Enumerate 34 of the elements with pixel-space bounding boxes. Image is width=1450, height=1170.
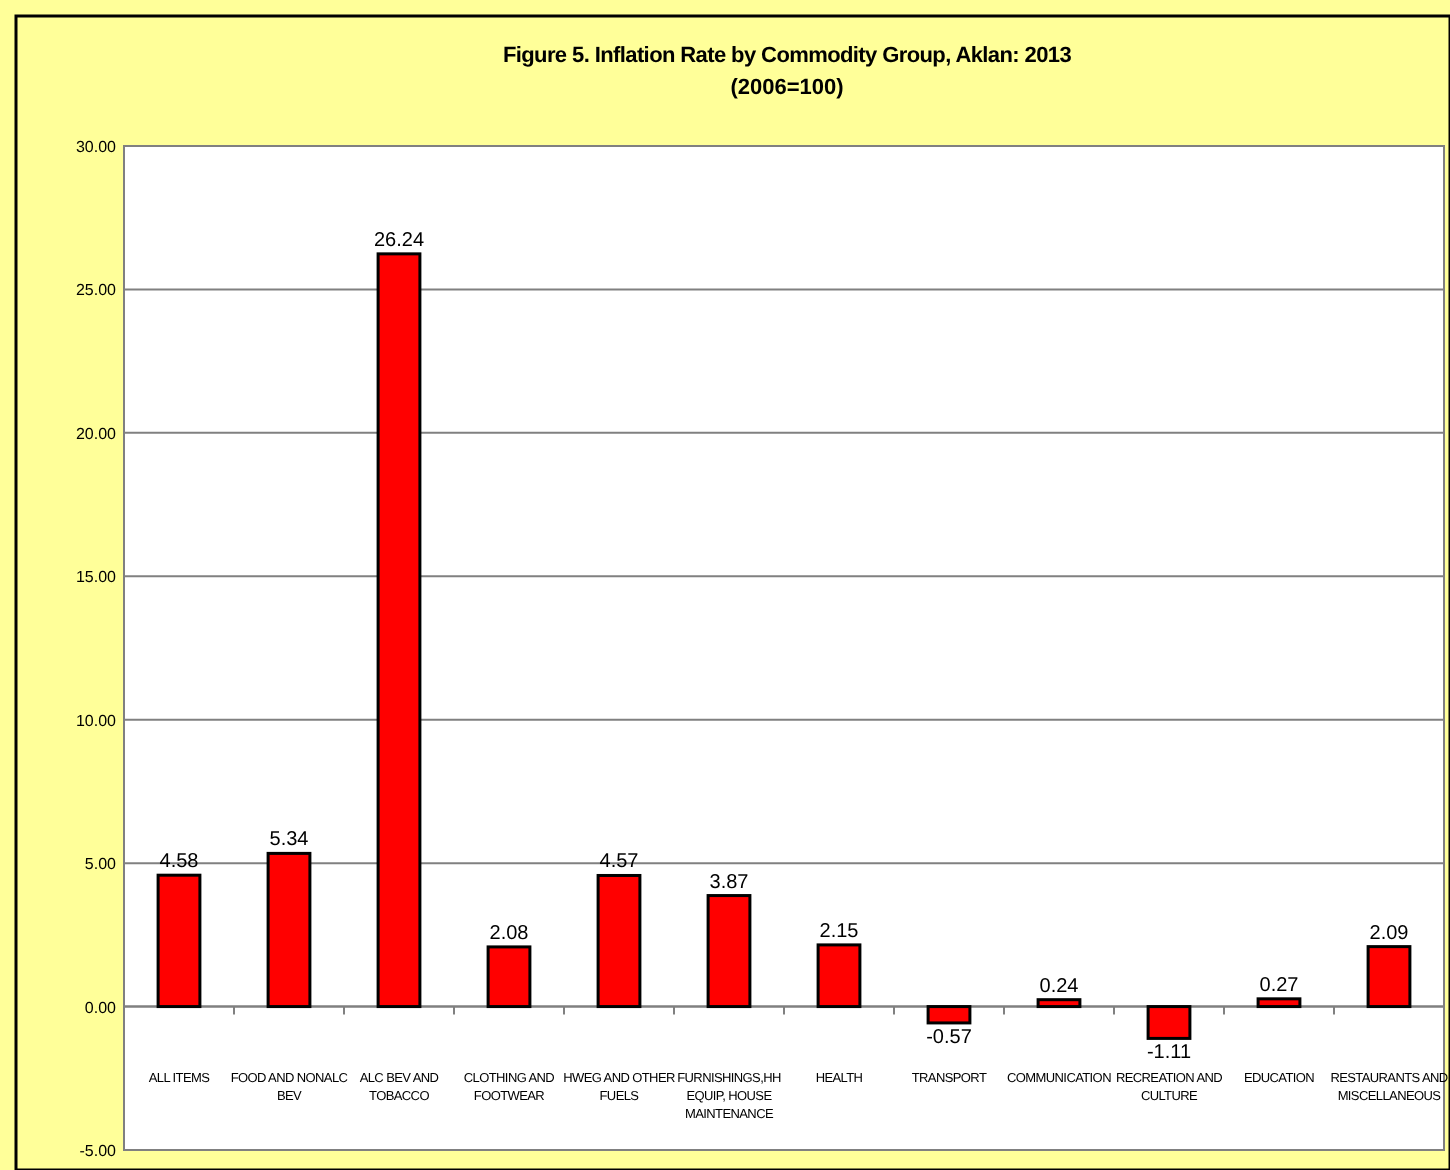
y-tick-label: 15.00 bbox=[75, 568, 118, 587]
bar bbox=[816, 943, 862, 1009]
data-label: 0.24 bbox=[1039, 975, 1080, 998]
data-label: 2.09 bbox=[1369, 922, 1410, 945]
bar bbox=[1036, 998, 1082, 1009]
bar bbox=[1366, 945, 1412, 1009]
y-tick-label: 25.00 bbox=[75, 281, 118, 300]
bar bbox=[926, 1005, 972, 1025]
bar bbox=[376, 252, 422, 1009]
data-label: 3.87 bbox=[709, 871, 750, 894]
data-label: 4.58 bbox=[159, 851, 200, 874]
data-label: 4.57 bbox=[599, 851, 640, 874]
data-label: 0.27 bbox=[1259, 974, 1300, 997]
y-tick-label: 20.00 bbox=[75, 424, 118, 443]
data-label: 2.15 bbox=[819, 920, 860, 943]
chart-title: Figure 5. Inflation Rate by Commodity Group, Aklan: 2013 bbox=[502, 44, 1072, 68]
bar bbox=[1146, 1005, 1192, 1040]
data-label: -0.57 bbox=[926, 1026, 973, 1049]
y-tick-label: 5.00 bbox=[84, 855, 118, 874]
data-label: -1.11 bbox=[1146, 1042, 1192, 1065]
bar bbox=[486, 945, 532, 1009]
bar bbox=[706, 894, 752, 1009]
data-label: 2.08 bbox=[489, 922, 530, 945]
y-tick-label: 30.00 bbox=[75, 138, 118, 156]
bar bbox=[1256, 997, 1302, 1009]
data-label: 5.34 bbox=[269, 829, 310, 852]
bar bbox=[156, 873, 202, 1009]
bar bbox=[596, 873, 642, 1009]
data-label: 26.24 bbox=[373, 229, 425, 252]
bar bbox=[266, 851, 312, 1009]
y-tick-label: 10.00 bbox=[75, 711, 118, 730]
chart-subtitle: (2006=100) bbox=[730, 76, 845, 100]
y-tick-label: 0.00 bbox=[84, 998, 118, 1017]
y-tick-label: -5.00 bbox=[79, 1142, 118, 1160]
